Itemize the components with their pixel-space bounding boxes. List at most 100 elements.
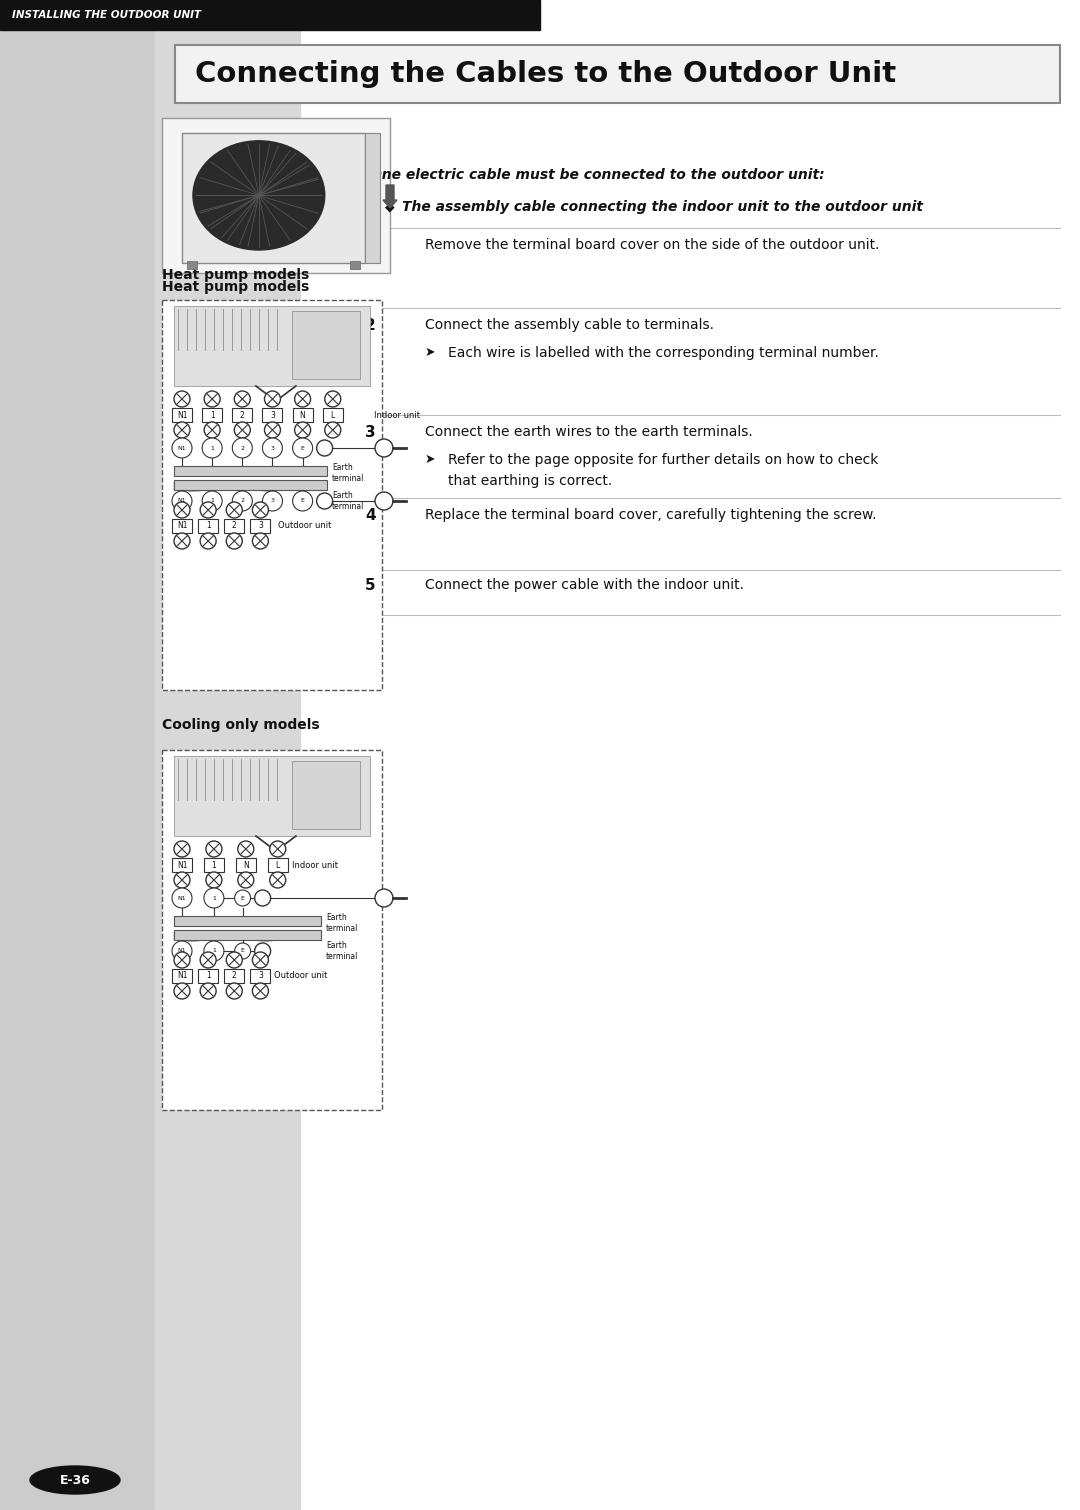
Circle shape: [227, 983, 242, 1000]
Circle shape: [200, 951, 216, 968]
Text: 1: 1: [210, 411, 215, 420]
Circle shape: [234, 944, 251, 959]
Text: E: E: [300, 498, 305, 503]
Bar: [0, 0, 156, 1510]
Bar: [350, 261, 360, 269]
Text: Indoor unit: Indoor unit: [374, 411, 420, 420]
Bar: [174, 917, 321, 926]
Text: Heat pump models: Heat pump models: [162, 267, 309, 282]
Text: ➤: ➤: [426, 346, 435, 359]
Circle shape: [253, 983, 269, 1000]
Circle shape: [316, 492, 333, 509]
Bar: [172, 519, 192, 533]
Text: 4: 4: [365, 507, 376, 522]
Bar: [292, 311, 361, 379]
Bar: [156, 30, 300, 1510]
Circle shape: [172, 491, 192, 510]
Circle shape: [174, 533, 190, 550]
Text: 2: 2: [241, 498, 244, 503]
Circle shape: [227, 951, 242, 968]
Text: 3: 3: [258, 971, 262, 980]
Bar: [162, 300, 382, 690]
Text: 1: 1: [212, 861, 216, 870]
Circle shape: [265, 391, 281, 408]
Bar: [198, 969, 218, 983]
Circle shape: [253, 501, 269, 518]
Bar: [174, 307, 370, 387]
Text: Earth
terminal: Earth terminal: [326, 941, 359, 962]
Bar: [251, 519, 270, 533]
Bar: [183, 133, 365, 263]
Text: Connecting the Cables to the Outdoor Unit: Connecting the Cables to the Outdoor Uni…: [195, 60, 896, 88]
Bar: [156, 0, 1080, 1510]
Bar: [172, 969, 192, 983]
Text: Connect the power cable with the indoor unit.: Connect the power cable with the indoor …: [426, 578, 744, 592]
Circle shape: [253, 533, 269, 550]
Text: Indoor unit: Indoor unit: [292, 861, 338, 870]
Text: N1: N1: [177, 971, 187, 980]
Text: N: N: [300, 411, 306, 420]
Bar: [292, 761, 361, 829]
Circle shape: [265, 421, 281, 438]
Bar: [162, 750, 382, 1110]
Text: Cooling only models: Cooling only models: [162, 717, 320, 732]
Circle shape: [270, 841, 286, 858]
Bar: [0, 0, 540, 30]
Text: E: E: [241, 948, 244, 953]
Text: Outdoor unit: Outdoor unit: [279, 521, 332, 530]
Bar: [174, 467, 327, 476]
Text: Earth
terminal: Earth terminal: [326, 912, 359, 933]
Circle shape: [174, 841, 190, 858]
Bar: [235, 858, 256, 871]
Circle shape: [295, 391, 311, 408]
Bar: [174, 930, 321, 941]
Text: N1: N1: [178, 895, 187, 900]
Circle shape: [202, 438, 222, 458]
Text: Remove the terminal board cover on the side of the outdoor unit.: Remove the terminal board cover on the s…: [426, 239, 879, 252]
Circle shape: [172, 941, 192, 960]
Bar: [225, 519, 244, 533]
Circle shape: [238, 871, 254, 888]
Text: N1: N1: [178, 498, 187, 503]
Ellipse shape: [193, 140, 325, 251]
Bar: [225, 969, 244, 983]
Text: ◆: ◆: [384, 199, 394, 213]
Bar: [365, 133, 380, 263]
Bar: [232, 408, 253, 421]
Text: Heat pump models: Heat pump models: [162, 279, 309, 294]
Circle shape: [375, 439, 393, 458]
Bar: [204, 858, 224, 871]
Circle shape: [172, 888, 192, 908]
Bar: [172, 408, 192, 421]
Circle shape: [262, 491, 283, 510]
Bar: [202, 408, 222, 421]
Circle shape: [316, 439, 333, 456]
Circle shape: [172, 438, 192, 458]
Bar: [293, 408, 312, 421]
Text: E: E: [241, 895, 244, 900]
Text: Earth
terminal: Earth terminal: [332, 491, 364, 512]
Bar: [162, 118, 390, 273]
Circle shape: [227, 533, 242, 550]
Text: L: L: [330, 411, 335, 420]
Text: E-36: E-36: [59, 1474, 91, 1486]
Bar: [174, 757, 370, 837]
Text: 2: 2: [241, 445, 244, 450]
Circle shape: [255, 944, 271, 959]
Text: Refer to the page opposite for further details on how to check
that earthing is : Refer to the page opposite for further d…: [448, 453, 878, 488]
Circle shape: [295, 421, 311, 438]
Text: 3: 3: [258, 521, 262, 530]
Circle shape: [204, 941, 224, 960]
Ellipse shape: [30, 1466, 120, 1493]
Bar: [268, 858, 287, 871]
Circle shape: [270, 871, 286, 888]
Text: 2: 2: [232, 521, 237, 530]
Text: 3: 3: [270, 445, 274, 450]
Circle shape: [238, 841, 254, 858]
Circle shape: [325, 421, 341, 438]
Circle shape: [200, 501, 216, 518]
Text: N1: N1: [177, 861, 187, 870]
Text: 2: 2: [365, 319, 376, 334]
Text: N: N: [243, 861, 248, 870]
Text: 3: 3: [270, 498, 274, 503]
